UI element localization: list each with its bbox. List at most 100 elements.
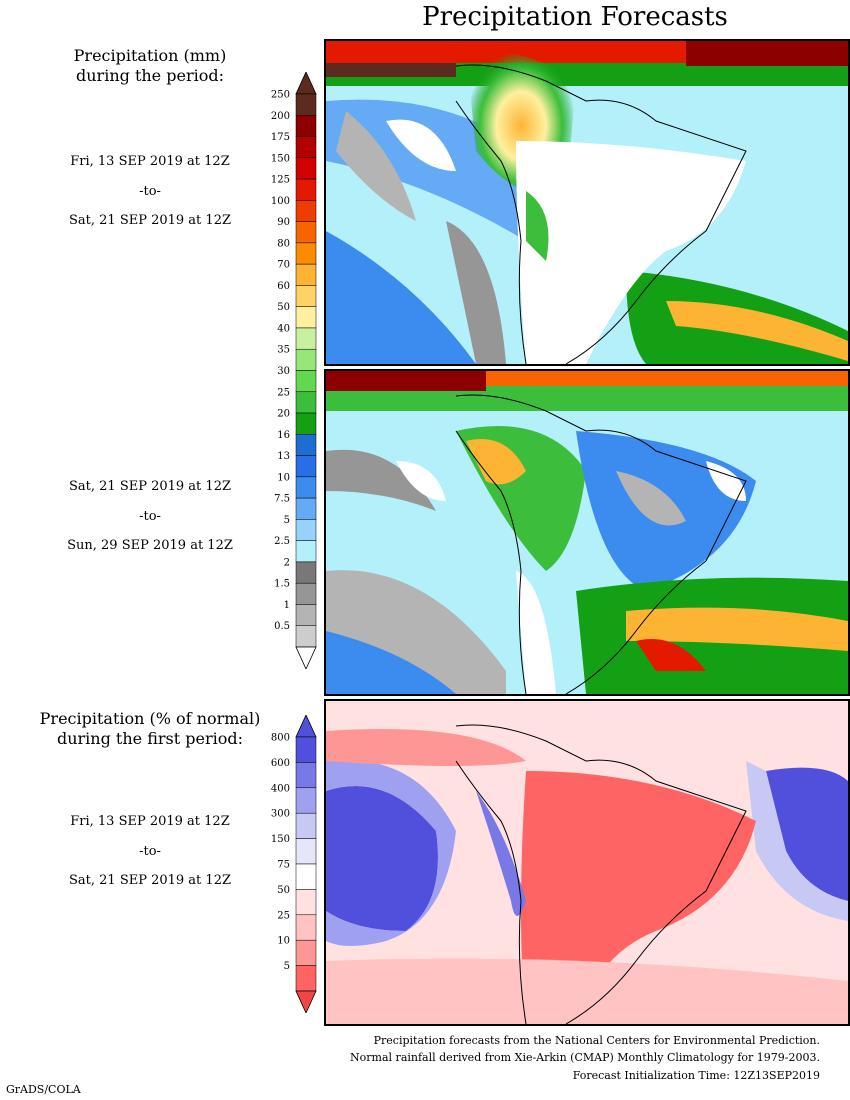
percent-scale-bottom-arrow [295, 990, 317, 1014]
percent-scale-swatch [295, 838, 317, 865]
panel3-heading-line2: during the first period: [56, 729, 244, 748]
percent-scale-swatch [295, 812, 317, 839]
precip-scale-label: 16 [277, 430, 290, 441]
precip-scale-label: 1.5 [274, 579, 290, 590]
footer-init-time: Forecast Initialization Time: 12Z13SEP20… [572, 1069, 820, 1082]
percent-colorbar-graphic: 800 600 400 300 150 75 50 25 10 5 [271, 714, 317, 1014]
panel1-end-date: Sat, 21 SEP 2019 at 12Z [69, 213, 231, 228]
panel2-start-date: Sat, 21 SEP 2019 at 12Z [69, 479, 231, 494]
precip-map-week2-image [326, 371, 848, 694]
precip-scale-label: 125 [271, 175, 290, 186]
precip-scale-swatch [295, 93, 317, 116]
precip-scale-swatch [295, 115, 317, 137]
precip-scale-label: 25 [277, 387, 290, 398]
precip-scale-swatch [295, 306, 317, 329]
precip-scale-swatch [295, 519, 317, 541]
precip-scale-swatch [295, 455, 317, 478]
precip-scale-label: 175 [271, 132, 290, 143]
precip-map-week2 [324, 369, 850, 696]
precip-scale-label: 70 [277, 260, 290, 271]
percent-scale-top-arrow [295, 714, 317, 738]
percent-scale-label: 75 [277, 860, 290, 871]
percent-scale-label: 600 [271, 758, 290, 769]
panel2-end-date: Sun, 29 SEP 2019 at 12Z [67, 538, 233, 553]
precip-scale-swatch [295, 263, 317, 286]
precip-scale-label: 250 [271, 90, 290, 101]
percent-scale-swatch [295, 965, 317, 992]
panel1-heading: Precipitation (mm) during the period: [5, 46, 295, 86]
percent-scale-label: 10 [277, 936, 290, 947]
panel2-to: -to- [139, 509, 161, 524]
precip-scale-label: 60 [277, 281, 290, 292]
precipitation-colorbar-graphic: 2502001751501251009080706050403530252016… [271, 71, 317, 670]
precip-scale-swatch [295, 412, 317, 435]
panel3-heading: Precipitation (% of normal) during the f… [5, 709, 295, 749]
percent-scale-label: 5 [284, 961, 290, 972]
precip-scale-swatch [295, 200, 317, 222]
precip-scale-label: 0.5 [274, 621, 290, 632]
percent-scale-label: 400 [271, 783, 290, 794]
precip-scale-label: 5 [284, 515, 290, 526]
precip-scale-swatch [295, 540, 317, 563]
precip-scale-label: 10 [277, 472, 290, 483]
precip-scale-swatch [295, 561, 317, 584]
precip-scale-label: 40 [277, 323, 290, 334]
precip-scale-swatch [295, 434, 317, 456]
percent-normal-map-image [326, 701, 848, 1024]
precip-scale-swatch [295, 582, 317, 605]
precip-scale-label: 20 [277, 409, 290, 420]
percent-scale-label: 800 [271, 733, 290, 744]
precip-scale-label: 2.5 [274, 536, 290, 547]
precip-scale-label: 30 [277, 366, 290, 377]
precip-scale-label: 80 [277, 238, 290, 249]
panel1-heading-line1: Precipitation (mm) [73, 46, 227, 65]
footer-source-line: Precipitation forecasts from the Nationa… [373, 1034, 820, 1047]
panel3-end-date: Sat, 21 SEP 2019 at 12Z [69, 873, 231, 888]
precip-scale-swatch [295, 348, 317, 371]
percent-scale-swatch [295, 762, 317, 789]
percent-scale-label: 25 [277, 910, 290, 921]
precip-scale-label: 90 [277, 217, 290, 228]
precip-scale-bottom-arrow [295, 646, 317, 670]
precip-scale-swatch [295, 625, 317, 648]
panel1-heading-line2: during the period: [76, 66, 224, 85]
precip-scale-top-arrow [295, 71, 317, 95]
precip-scale-label: 100 [271, 196, 290, 207]
panel1-to: -to- [139, 184, 161, 199]
percent-scale-swatch [295, 863, 317, 890]
percent-scale-label: 150 [271, 834, 290, 845]
precip-scale-label: 200 [271, 111, 290, 122]
precip-scale-swatch [295, 604, 317, 626]
precip-scale-swatch [295, 370, 317, 393]
percent-scale-swatch [295, 736, 317, 763]
precip-map-week1-image [326, 41, 848, 364]
precip-scale-label: 35 [277, 345, 290, 356]
precip-scale-swatch [295, 285, 317, 307]
footer-normal-line: Normal rainfall derived from Xie-Arkin (… [350, 1051, 820, 1064]
percent-scale-label: 300 [271, 809, 290, 820]
precip-scale-swatch [295, 497, 317, 520]
precip-scale-label: 1 [284, 600, 290, 611]
percent-scale-swatch [295, 889, 317, 916]
panel3-heading-line1: Precipitation (% of normal) [39, 709, 261, 728]
precip-scale-swatch [295, 136, 317, 159]
precip-scale-swatch [295, 221, 317, 244]
grads-credit: GrADS/COLA [6, 1083, 81, 1096]
precip-scale-label: 50 [277, 302, 290, 313]
precip-scale-swatch [295, 157, 317, 180]
percent-normal-map [324, 699, 850, 1026]
panel1-start-date: Fri, 13 SEP 2019 at 12Z [70, 154, 230, 169]
percent-colorbar: 800 600 400 300 150 75 50 25 10 5 [250, 714, 320, 1014]
precip-scale-swatch [295, 476, 317, 499]
page-title: Precipitation Forecasts [422, 2, 728, 32]
panel3-start-date: Fri, 13 SEP 2019 at 12Z [70, 814, 230, 829]
precipitation-colorbar: 250 200 175 150 125 100 90 80 70 60 50 40 35 30 25 20 16… [250, 71, 320, 670]
precip-scale-label: 150 [271, 153, 290, 164]
percent-scale-swatch [295, 914, 317, 941]
precip-scale-label: 13 [277, 451, 290, 462]
percent-scale-swatch [295, 787, 317, 814]
precip-scale-label: 2 [284, 557, 290, 568]
precip-scale-swatch [295, 242, 317, 265]
panel3-to: -to- [139, 844, 161, 859]
percent-scale-label: 50 [277, 885, 290, 896]
